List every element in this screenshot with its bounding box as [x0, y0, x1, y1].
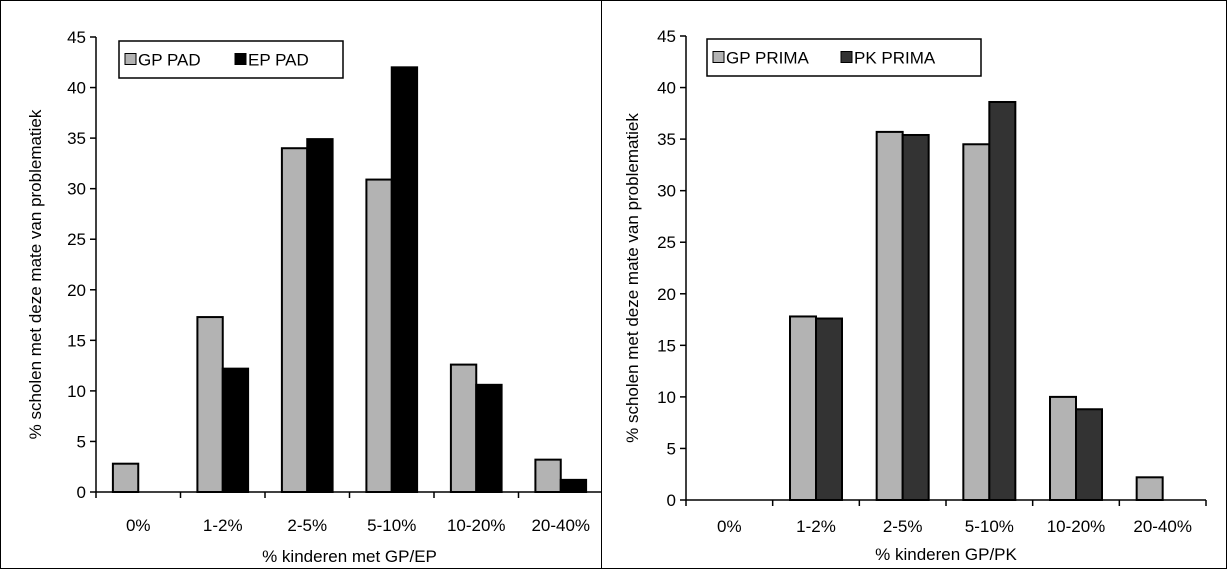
y-axis-title: % scholen met deze mate van problematiek	[623, 113, 642, 443]
x-tick-label: 20-40%	[531, 516, 590, 535]
bar-gp-prima-1	[789, 315, 817, 501]
x-tick-label: 1-2%	[203, 516, 243, 535]
legend-label: EP PAD	[248, 51, 309, 70]
y-tick-label: 35	[657, 130, 676, 149]
y-tick-label: 25	[67, 230, 86, 249]
legend-swatch	[712, 51, 725, 63]
y-tick-label: 25	[657, 233, 676, 252]
bar-pk-prima-4	[1075, 408, 1103, 501]
bar-gp-pad-1	[196, 316, 224, 494]
y-tick-label: 15	[67, 331, 86, 350]
y-tick-label: 45	[657, 27, 676, 46]
y-tick-label: 30	[67, 180, 86, 199]
y-axis-title: % scholen met deze mate van problematiek	[26, 109, 45, 439]
x-tick-label: 0%	[126, 516, 151, 535]
y-tick-label: 0	[77, 483, 86, 502]
y-tick-label: 45	[67, 28, 86, 47]
bar-gp-pad-2	[280, 147, 309, 493]
legend-swatch	[840, 51, 853, 63]
bar-gp-prima-4	[1049, 395, 1077, 501]
bar-chart-right: 0 5 10 15 20 25 30 35 40 45 0% 1-2% 2-5% 5-10% 10-20% 2…	[623, 27, 1207, 564]
y-tick-label: 40	[657, 79, 676, 98]
bar-gp-pad-3	[365, 178, 393, 493]
bar-ep-pad-4	[475, 383, 503, 494]
x-tick-label: 10-20%	[447, 516, 506, 535]
bar-gp-prima-3	[962, 143, 991, 501]
x-tick-label: 1-2%	[796, 517, 836, 536]
bar-chart-left: 0 5 10 15 20 25 30 35 40 45 0% 1-2% 2-5% 5-10% 10-20% 2…	[26, 28, 604, 566]
bar-ep-pad-2	[306, 138, 334, 493]
y-tick-label: 10	[67, 382, 86, 401]
bar-ep-pad-1	[221, 367, 250, 493]
x-tick-label: 2-5%	[287, 516, 327, 535]
bar-pk-prima-3	[988, 100, 1017, 501]
y-tick-label: 20	[657, 285, 676, 304]
bar-gp-pad-5	[534, 458, 562, 493]
x-tick-label: 20-40%	[1133, 517, 1192, 536]
x-tick-label: 2-5%	[883, 517, 923, 536]
y-tick-label: 5	[667, 439, 676, 458]
legend-swatch	[124, 53, 137, 65]
y-tick-label: 0	[667, 491, 676, 510]
legend-swatch	[234, 53, 247, 65]
chart-panel-left: 0 5 10 15 20 25 30 35 40 45 0% 1-2% 2-5% 5-10% 10-20% 2…	[0, 0, 604, 569]
x-tick-label: 0%	[717, 517, 742, 536]
y-tick-label: 40	[67, 79, 86, 98]
y-tick-label: 10	[657, 388, 676, 407]
bar-gp-prima-5	[1135, 476, 1164, 501]
y-tick-label: 30	[657, 182, 676, 201]
bar-pk-prima-1	[815, 317, 843, 501]
legend-box	[118, 40, 344, 79]
bar-ep-pad-3	[390, 66, 419, 493]
legend-label: GP PRIMA	[726, 49, 809, 68]
bar-gp-pad-4	[449, 363, 478, 494]
x-tick-label: 10-20%	[1047, 517, 1106, 536]
y-tick-label: 5	[77, 432, 86, 451]
legend-label: GP PAD	[138, 51, 201, 70]
legend-label: PK PRIMA	[854, 49, 936, 68]
x-axis-title: % kinderen GP/PK	[875, 545, 1017, 564]
y-tick-label: 35	[67, 129, 86, 148]
x-tick-label: 5-10%	[367, 516, 416, 535]
bar-pk-prima-2	[901, 133, 930, 501]
bar-gp-prima-2	[875, 130, 904, 501]
x-axis-title: % kinderen met GP/EP	[262, 547, 437, 566]
y-tick-label: 20	[67, 281, 86, 300]
bar-ep-pad-5	[559, 478, 588, 494]
y-tick-label: 15	[657, 336, 676, 355]
x-tick-label: 5-10%	[965, 517, 1014, 536]
chart-panel-right: 0 5 10 15 20 25 30 35 40 45 0% 1-2% 2-5% 5-10% 10-20% 2…	[601, 0, 1227, 569]
bar-gp-pad-0	[111, 462, 140, 494]
